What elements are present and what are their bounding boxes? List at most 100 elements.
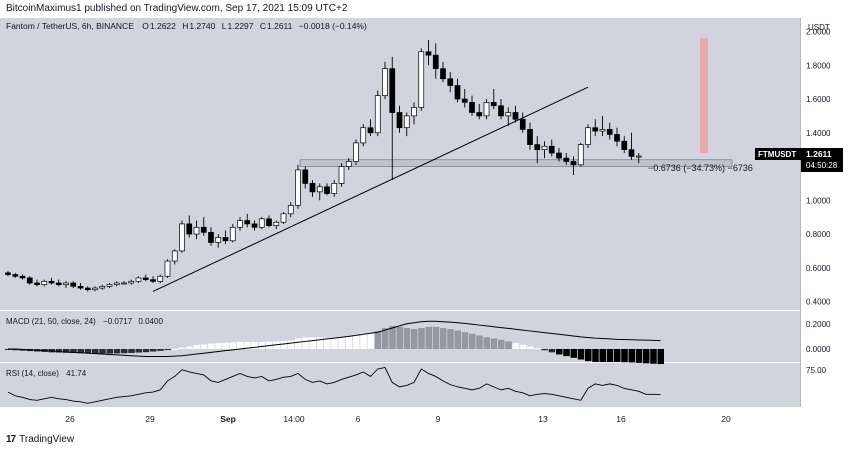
candle-down <box>244 220 251 225</box>
time-tick-label: 16 <box>616 414 626 424</box>
rsi-line <box>7 366 661 404</box>
support-zone[interactable] <box>299 159 733 167</box>
candle-down <box>548 145 555 154</box>
candle-down <box>527 129 533 145</box>
macd-bar <box>519 344 527 349</box>
candle-down <box>440 68 446 80</box>
ticker-badge[interactable] <box>755 148 801 160</box>
candle-up <box>113 282 120 286</box>
tradingview-logo-icon: 17 <box>6 433 16 445</box>
macd-bar <box>527 346 534 349</box>
countdown: 04:50:28 <box>806 161 838 170</box>
rsi-legend: RSI (14, close) 41.74 <box>6 369 87 378</box>
candle-up <box>121 282 127 285</box>
macd-bar <box>577 349 585 360</box>
candle-down <box>461 98 468 103</box>
price-tick-label: 0.4000 <box>806 298 831 307</box>
candle-down <box>200 226 207 233</box>
candle-down <box>34 282 40 286</box>
rsi-pane[interactable] <box>0 363 800 407</box>
macd-bar <box>432 326 440 349</box>
candle-down <box>208 232 214 243</box>
candle-up <box>128 280 135 284</box>
candle-up <box>331 183 338 194</box>
candle-up <box>237 220 243 228</box>
rsi-label: RSI (14, close) <box>6 369 59 378</box>
macd-bar <box>135 349 142 353</box>
candle-up <box>599 129 606 132</box>
legend-low: 1.2297 <box>228 21 254 31</box>
macd-bar <box>382 328 389 349</box>
candle-down <box>367 127 374 134</box>
candlestick-chart[interactable]: 2.00001.80001.60001.40001.20001.00000.80… <box>0 18 850 428</box>
candle-down <box>186 223 193 235</box>
candle-down <box>447 78 454 86</box>
legend-high: 1.2740 <box>189 21 215 31</box>
target-range-bar[interactable] <box>700 38 708 154</box>
macd-bar <box>229 342 237 349</box>
last-price-badge[interactable] <box>801 148 843 172</box>
macd-legend: MACD (21, 50, close, 24) −0.0717 0.0400 <box>6 317 163 326</box>
macd-bar <box>106 349 113 354</box>
candle-up <box>106 284 113 287</box>
macd-bar <box>244 341 251 349</box>
legend: Fantom / TetherUS, 6h, BINANCE O1.2622 H… <box>6 21 367 31</box>
candle-up <box>287 205 294 215</box>
candle-up <box>280 213 287 223</box>
candle-down <box>621 140 628 151</box>
macd-bar <box>208 343 215 349</box>
macd-bar <box>440 328 447 349</box>
macd-bar <box>592 349 599 363</box>
published-by-text: BitcoinMaximus1 published on TradingView… <box>6 3 348 14</box>
macd-bar <box>157 349 164 351</box>
macd-bar <box>556 349 563 355</box>
candle-up <box>193 226 200 235</box>
candle-down <box>425 51 432 56</box>
legend-high-label: H <box>182 21 188 31</box>
macd-bar <box>476 335 483 349</box>
candle-up <box>41 280 48 286</box>
candle-up <box>541 145 548 151</box>
macd-bar <box>469 333 476 349</box>
macd-bar <box>121 349 128 354</box>
macd-bar <box>345 335 353 349</box>
ascending-support-line[interactable] <box>152 86 589 292</box>
time-tick-label: 13 <box>538 414 548 424</box>
candle-down <box>55 282 62 286</box>
candle-down <box>534 144 541 151</box>
candle-up <box>585 127 591 145</box>
macd-bar <box>418 328 425 349</box>
macd-bar <box>541 349 548 351</box>
time-tick-label: 26 <box>65 414 75 424</box>
candle-up <box>403 115 410 129</box>
candle-down <box>77 286 84 289</box>
candle-down <box>222 237 229 242</box>
macd-bar <box>635 349 643 363</box>
macd-bar <box>643 349 650 364</box>
candles <box>5 39 642 292</box>
price-tick-label: 2.0000 <box>806 28 831 37</box>
price-tick-label: 1.4000 <box>806 129 831 138</box>
candle-up <box>63 282 69 286</box>
macd-value: −0.0717 <box>103 317 133 326</box>
chart-area[interactable]: 2.00001.80001.60001.40001.20001.00000.80… <box>0 18 850 428</box>
macd-bar <box>179 347 186 349</box>
macd-bar <box>99 349 106 354</box>
legend-open-label: O <box>142 21 149 31</box>
price-tick-label: 0.6000 <box>806 264 831 273</box>
macd-bar <box>606 349 614 363</box>
legend-change: −0.0018 (−0.14%) <box>299 21 367 31</box>
macd-bar <box>84 349 92 354</box>
measure-label: −0.6736 (−34.73%) −6736 <box>648 163 753 173</box>
macd-bar <box>621 349 628 363</box>
macd-tick-zero: 0.0000 <box>806 345 831 354</box>
time-axis[interactable]: 26 29 Sep 14:00 6 9 13 16 20 <box>65 414 731 424</box>
macd-bar <box>396 326 403 349</box>
macd-bar <box>142 349 150 353</box>
legend-low-label: L <box>222 21 227 31</box>
macd-bar <box>12 349 19 351</box>
macd-bar <box>309 337 316 349</box>
macd-line <box>8 320 661 358</box>
candle-down <box>519 118 526 130</box>
candle-down <box>26 277 33 284</box>
